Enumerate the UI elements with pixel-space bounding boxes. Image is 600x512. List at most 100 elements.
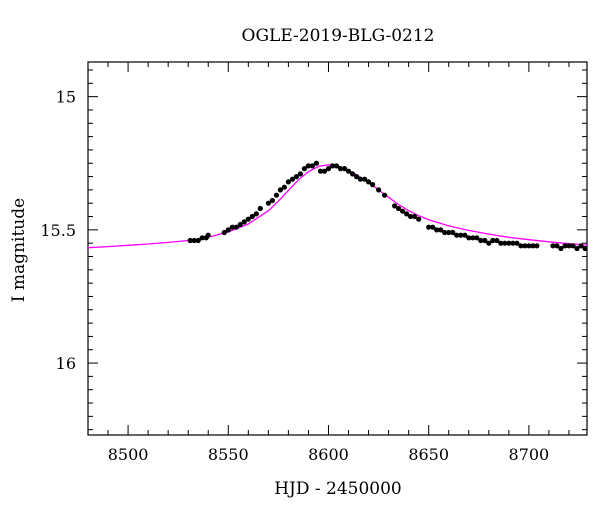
x-tick-label: 8700 <box>509 445 550 464</box>
x-axis: 8500 8550 8600 8650 8700 <box>87 62 570 464</box>
data-point <box>430 224 436 230</box>
data-point <box>396 205 402 212</box>
data-point <box>281 184 287 190</box>
data-point <box>502 240 508 246</box>
data-point <box>400 208 406 214</box>
data-point <box>301 166 307 172</box>
plot-border <box>87 61 588 436</box>
chart-title: OGLE-2019-BLG-0212 <box>242 26 435 46</box>
data-point <box>582 245 588 252</box>
data-point <box>285 179 291 185</box>
data-point <box>317 168 324 174</box>
data-point <box>362 176 368 182</box>
x-tick-label: 8550 <box>208 445 249 464</box>
data-point <box>249 213 255 220</box>
data-point <box>574 245 580 252</box>
data-point <box>412 213 418 220</box>
data-point <box>289 176 295 182</box>
data-point <box>237 221 243 228</box>
data-point <box>442 229 448 236</box>
data-point <box>357 176 364 182</box>
data-point <box>337 166 344 172</box>
model-line <box>87 164 588 249</box>
data-point <box>241 219 247 225</box>
data-point <box>225 227 231 233</box>
x-axis-label: HJD - 2450000 <box>274 479 402 499</box>
data-point <box>506 240 512 246</box>
data-point <box>297 171 303 177</box>
data-point <box>498 240 504 246</box>
data-point <box>478 237 484 244</box>
y-tick-label: 15 <box>56 88 76 107</box>
data-point <box>233 224 239 230</box>
data-point <box>494 237 500 244</box>
data-point <box>550 243 556 249</box>
data-point <box>277 187 283 193</box>
data-point <box>530 243 536 249</box>
y-axis-label: I magnitude <box>9 198 29 302</box>
data-point <box>265 200 271 206</box>
data-point <box>470 235 476 241</box>
data-point <box>446 229 452 236</box>
x-tick-label: 8500 <box>108 445 149 464</box>
data-point <box>245 216 251 222</box>
plot-frame <box>87 61 588 436</box>
data-point <box>562 243 568 249</box>
data-point <box>482 237 488 244</box>
data-point <box>486 240 492 246</box>
data-point <box>404 211 410 217</box>
data-point <box>257 205 263 212</box>
data-point <box>273 192 279 198</box>
data-point <box>329 163 336 169</box>
data-point <box>325 166 332 172</box>
data-point <box>229 224 235 230</box>
data-point <box>554 243 560 249</box>
data-point <box>450 229 456 236</box>
data-point <box>474 235 480 241</box>
data-point <box>462 232 468 238</box>
data-point <box>458 232 464 238</box>
data-point <box>518 243 524 249</box>
data-point <box>195 237 201 244</box>
data-point <box>454 232 460 238</box>
data-point <box>187 237 193 244</box>
data-point <box>534 243 540 249</box>
data-point <box>438 227 444 233</box>
x-tick-label: 8600 <box>308 445 349 464</box>
data-point <box>349 171 356 177</box>
data-point <box>269 197 275 204</box>
data-point <box>570 243 576 249</box>
data-point <box>309 163 315 169</box>
data-point <box>526 243 532 249</box>
data-point <box>199 235 205 241</box>
data-point <box>366 179 372 185</box>
data-point <box>578 243 584 249</box>
data-point <box>221 229 227 236</box>
data-point <box>341 166 348 172</box>
data-point <box>490 237 496 244</box>
data-point <box>382 192 388 198</box>
data-point <box>514 240 520 246</box>
model-curve <box>87 164 588 249</box>
data-point <box>434 227 440 233</box>
y-axis: 15 15.5 16 <box>40 69 587 431</box>
data-point <box>293 174 299 180</box>
x-tick-label: 8650 <box>408 445 449 464</box>
data-point <box>510 240 516 246</box>
data-point <box>321 168 328 174</box>
data-point <box>313 160 320 166</box>
data-point <box>408 213 414 220</box>
data-point <box>522 243 528 249</box>
data-point <box>353 174 360 180</box>
data-point <box>191 237 197 244</box>
y-tick-label: 16 <box>56 354 76 373</box>
data-point <box>205 232 211 238</box>
y-tick-label: 15.5 <box>40 221 76 240</box>
data-point <box>333 163 340 169</box>
data-point <box>370 182 376 188</box>
data-points <box>187 160 588 252</box>
data-point <box>392 203 398 209</box>
data-point <box>376 187 382 193</box>
data-point <box>566 243 572 249</box>
